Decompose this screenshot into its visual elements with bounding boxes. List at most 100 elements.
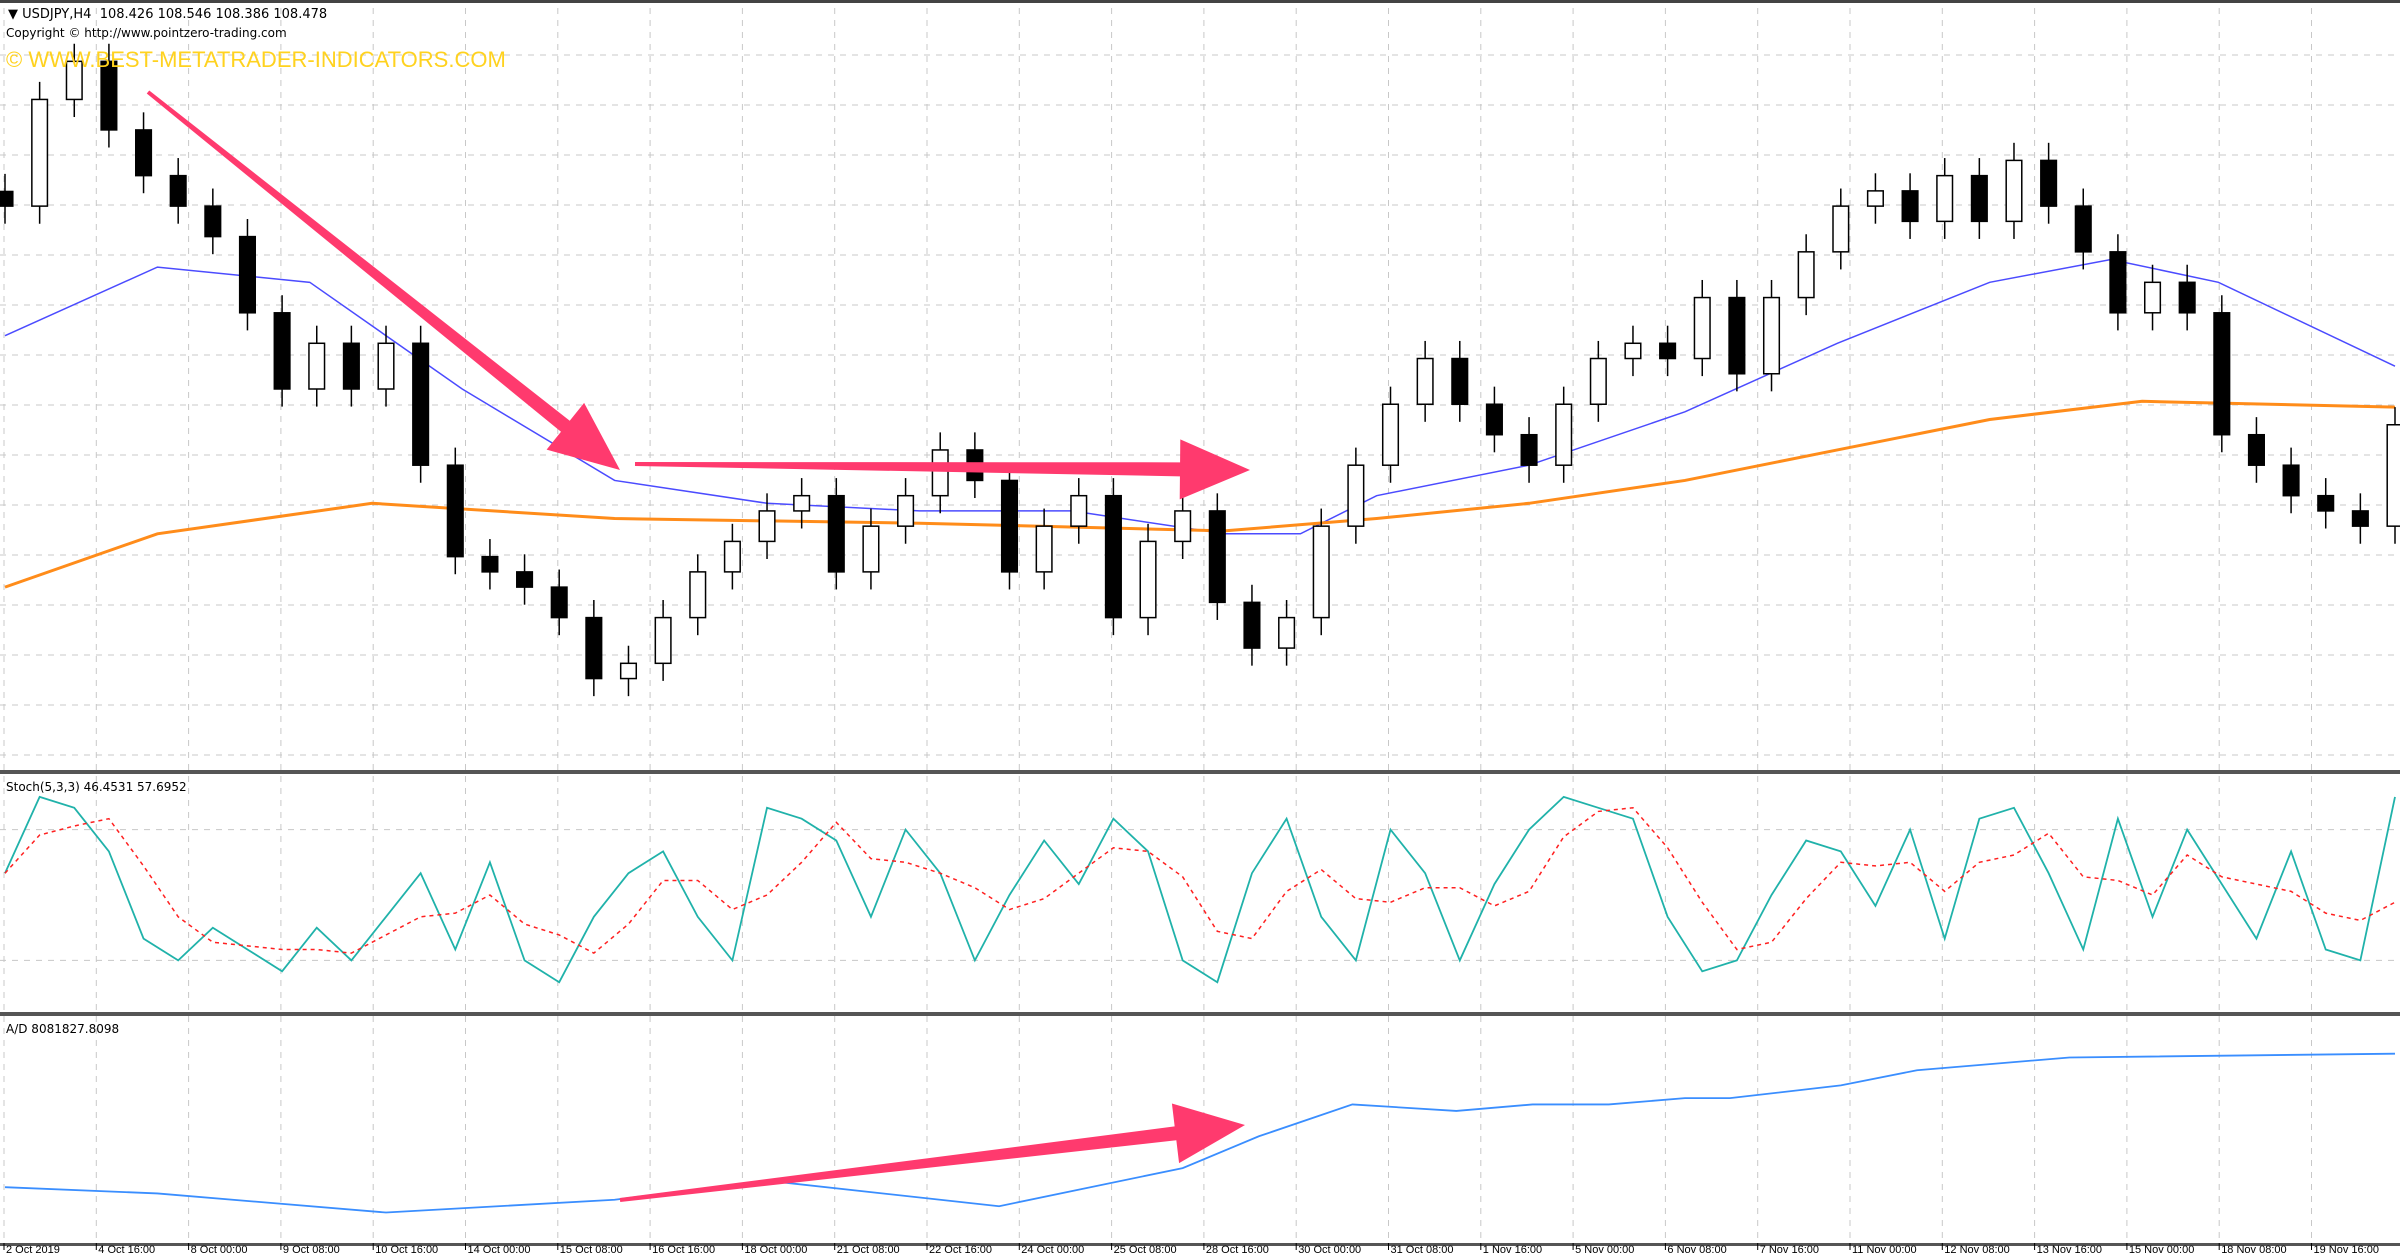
arrow-annotation [146,90,620,471]
x-tick-label: 12 Nov 08:00 [1944,1244,2010,1256]
candle-bear [446,464,464,558]
stoch-label: Stoch(5,3,3) 46.4531 57.6952 [6,780,187,794]
x-tick-label: 16 Oct 16:00 [652,1244,716,1256]
candle-bull [1347,464,1365,527]
candle-bull [1624,342,1642,360]
candle-bear [342,342,360,390]
candle-bear [1520,433,1538,466]
candle-bull [1416,357,1434,405]
stoch-signal-line [4,807,2396,955]
candle-bull [654,616,672,665]
pane-separator [0,1243,2400,1246]
candle-bull [931,449,949,497]
symbol-header: ▼ USDJPY,H4 108.426 108.546 108.386 108.… [8,7,328,23]
candle-bear [1451,357,1469,405]
x-tick-label: 10 Oct 16:00 [375,1244,439,1256]
time-axis [3,1243,2312,1250]
candle-bull [1381,403,1400,466]
candle-bear [2040,159,2058,207]
x-tick-label: 15 Oct 08:00 [559,1244,623,1256]
candles [0,43,2400,697]
x-tick-label: 18 Oct 00:00 [744,1244,808,1256]
candle-bear [135,129,153,177]
ad-line [4,1052,2396,1214]
arrow-annotation [634,439,1250,500]
candle-bull [31,98,49,207]
candle-bear [585,616,603,680]
candle-bull [1589,357,1607,405]
x-tick-label: 22 Oct 16:00 [929,1244,992,1256]
candle-bull [1555,403,1573,466]
top-bar [0,0,2400,3]
moving-averages [4,258,2396,589]
candle-bear [481,555,499,573]
candle-bear [1659,342,1677,360]
candle-bull [862,525,880,573]
candle-bear [2109,251,2127,314]
candle-bear [1104,494,1122,619]
candle-bear [1000,479,1019,573]
candle-bull [1936,174,1954,223]
x-tick-label: 6 Nov 08:00 [1667,1244,1727,1256]
candle-bear [1243,601,1261,649]
x-tick-label: 15 Nov 00:00 [2128,1244,2195,1256]
candle-bear [2213,312,2231,436]
candle-bear [273,312,291,390]
candle-bear [238,235,257,314]
candle-bull [1174,510,1192,543]
x-tick-label: 9 Oct 08:00 [282,1244,340,1256]
candle-bear [1208,510,1226,604]
candle-bear [2317,494,2335,512]
candle-bull [1139,540,1157,619]
x-tick-label: 21 Oct 08:00 [836,1244,900,1256]
stochastic-lines [4,795,2396,984]
candle-bear [516,571,534,588]
x-tick-label: 30 Oct 00:00 [1298,1244,1362,1256]
candle-bull [1312,525,1330,619]
ad-label: A/D 8081827.8098 [6,1022,120,1036]
candle-bear [2074,205,2092,253]
ohlc-values: 108.426 108.546 108.386 108.478 [99,7,328,22]
candle-bull [2386,424,2400,527]
candle-bull [1866,190,1884,207]
x-tick-label: 31 Oct 08:00 [1390,1244,1454,1256]
x-tick-label: 4 Oct 16:00 [98,1244,156,1256]
candle-bear [1728,296,1746,375]
candle-bull [2143,281,2162,314]
x-tick-label: 7 Nov 16:00 [1759,1244,1820,1256]
candle-bull [1693,296,1711,360]
candle-bear [100,60,118,131]
candle-bull [1797,251,1815,299]
x-tick-label: 25 Oct 08:00 [1113,1244,1177,1256]
pane-separator [0,1012,2400,1016]
ma-fast-line [4,258,2396,535]
x-tick-label: 18 Nov 08:00 [2221,1244,2287,1256]
x-tick-label: 5 Nov 00:00 [1575,1244,1635,1256]
x-tick-label: 24 Oct 00:00 [1021,1244,1085,1256]
candle-bear [2178,281,2196,314]
candle-bear [204,205,222,238]
candle-bear [2351,510,2369,527]
x-tick-label: 2 Oct 2019 [6,1244,60,1256]
pane-separator [0,770,2400,774]
candle-bull [723,540,741,573]
candle-bull [377,342,395,390]
candle-bull [793,494,811,512]
candle-bull [1762,296,1781,375]
candle-bull [308,342,326,390]
candle-bear [2282,464,2300,497]
symbol-label: USDJPY,H4 [22,7,92,22]
candle-bear [1970,174,1988,223]
stoch-main-line [4,795,2396,984]
collapse-triangle-icon[interactable]: ▼ [8,7,18,22]
copyright-text: Copyright © http://www.pointzero-trading… [6,26,287,40]
x-tick-label: 19 Nov 16:00 [2313,1244,2379,1256]
candle-bear [2247,433,2265,466]
candle-bull [897,494,915,527]
x-tick-label: 13 Nov 16:00 [2036,1244,2103,1256]
x-tick-label: 28 Oct 16:00 [1205,1244,1269,1256]
candle-bear [169,174,187,207]
candle-bear [412,342,430,466]
